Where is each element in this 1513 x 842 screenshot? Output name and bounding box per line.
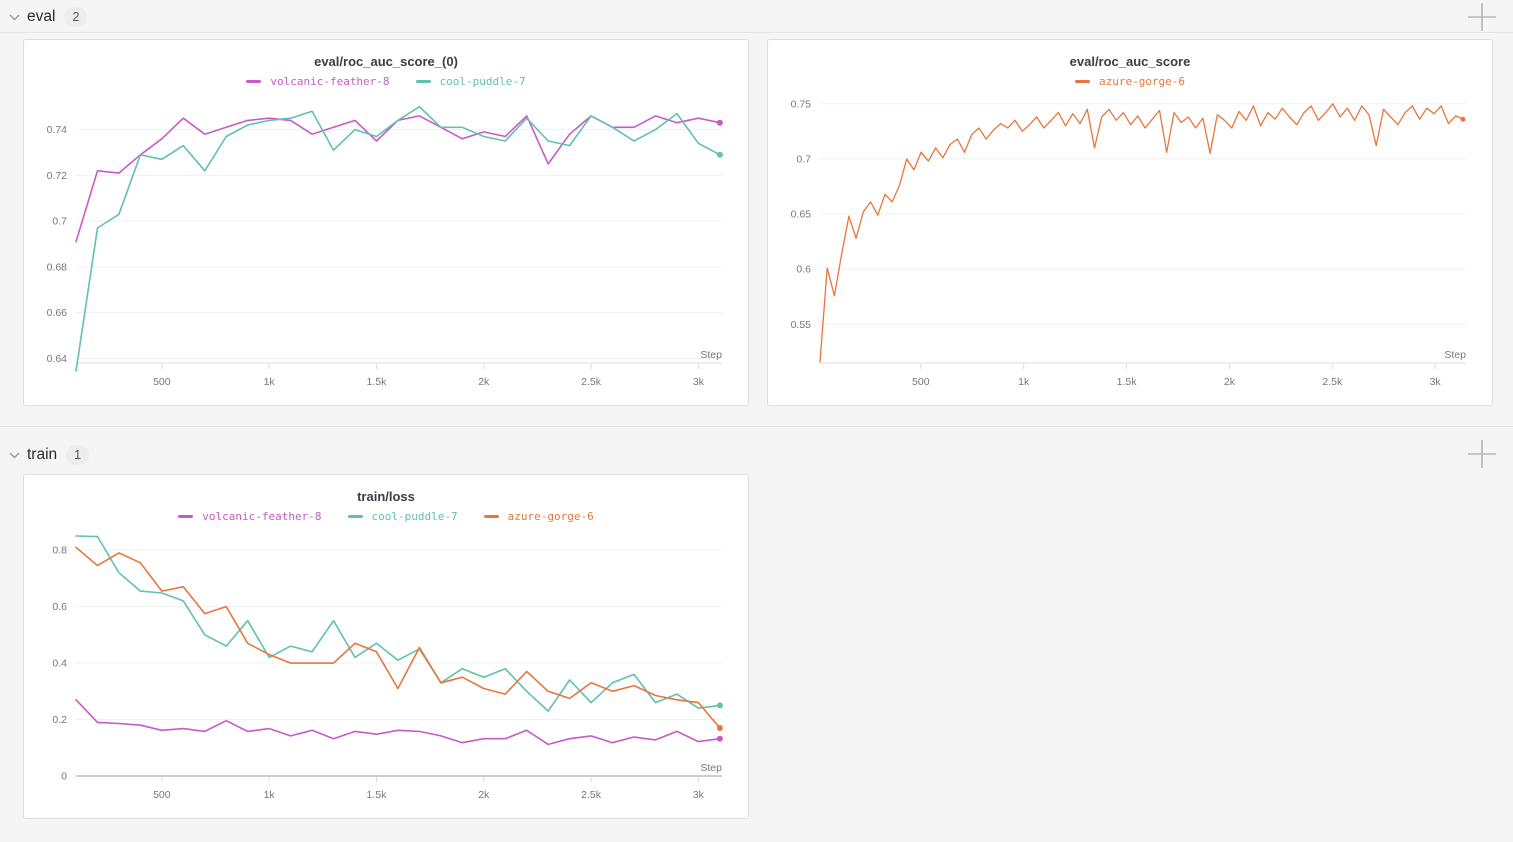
series-endpoint-cool-puddle-7 xyxy=(716,702,723,709)
chevron-down-icon[interactable] xyxy=(8,449,20,461)
chart-title: eval/roc_auc_score xyxy=(1069,54,1191,69)
y-tick-label: 0.4 xyxy=(52,658,67,670)
section-header-eval[interactable]: eval 2 xyxy=(0,0,1513,33)
x-tick-label: 1k xyxy=(1018,376,1030,388)
series-endpoint-azure-gorge-6 xyxy=(1460,116,1466,122)
chart-legend: volcanic-feather-8 cool-puddle-7 xyxy=(24,73,748,89)
legend-label: cool-puddle-7 xyxy=(439,74,526,88)
legend-dash-icon xyxy=(1074,79,1090,83)
legend-label: volcanic-feather-8 xyxy=(270,74,390,88)
chevron-down-icon[interactable] xyxy=(8,11,20,23)
series-endpoint-volcanic-feather-8 xyxy=(716,735,723,742)
y-tick-label: 0.66 xyxy=(47,307,68,319)
x-tick-label: 500 xyxy=(153,376,171,388)
line-chart[interactable]: 0 0.2 0.4 0.6 0.8 500 1k 1.5k 2k 2.5k 3k Step xyxy=(24,528,748,818)
legend-item-cool-puddle-7[interactable]: cool-puddle-7 xyxy=(415,74,526,88)
x-tick-label: 1.5k xyxy=(367,376,388,388)
chart-panel-train-loss[interactable]: train/loss volcanic-feather-8 cool-puddle… xyxy=(23,474,749,819)
x-tick-label: 1k xyxy=(264,376,276,388)
chart-legend: volcanic-feather-8 cool-puddle-7 azure-gor… xyxy=(24,508,748,524)
x-tick-label: 2k xyxy=(1224,376,1236,388)
x-axis-title: Step xyxy=(700,349,722,361)
legend-dash-icon xyxy=(483,514,499,518)
y-tick-label: 0.68 xyxy=(47,261,68,273)
y-tick-label: 0.6 xyxy=(796,264,811,276)
chart-title: train/loss xyxy=(357,489,415,504)
chart-panel-roc-auc-score[interactable]: eval/roc_auc_score azure-gorge-6 0.55 0.6… xyxy=(767,39,1493,406)
series-endpoint-azure-gorge-6 xyxy=(716,725,723,731)
y-tick-label: 0.2 xyxy=(52,714,67,726)
eval-panel-row: eval/roc_auc_score_(0) volcanic-feather-… xyxy=(0,33,1513,426)
y-tick-label: 0.64 xyxy=(47,353,68,365)
series-line-cool-puddle-7 xyxy=(75,535,721,712)
series-line-volcanic-feather-8 xyxy=(75,699,721,746)
y-tick-label: 0.6 xyxy=(52,601,67,613)
legend-item-volcanic-feather-8[interactable]: volcanic-feather-8 xyxy=(178,509,322,523)
y-tick-label: 0.72 xyxy=(47,170,68,182)
chart-panel-roc-auc-score-0[interactable]: eval/roc_auc_score_(0) volcanic-feather-… xyxy=(23,39,749,406)
panel-count-badge: 1 xyxy=(66,444,90,466)
x-tick-label: 1.5k xyxy=(1117,376,1138,388)
x-tick-label: 2k xyxy=(478,376,490,388)
x-tick-label: 500 xyxy=(912,376,930,388)
section-train: train 1 train/loss volcanic-feather-8 coo… xyxy=(0,426,1513,829)
legend-dash-icon xyxy=(415,79,431,83)
x-tick-label: 1k xyxy=(264,789,276,801)
legend-item-cool-puddle-7[interactable]: cool-puddle-7 xyxy=(347,509,458,523)
y-tick-label: 0.55 xyxy=(791,319,812,331)
x-tick-label: 2.5k xyxy=(1322,376,1343,388)
x-tick-label: 1.5k xyxy=(367,789,388,801)
series-line-azure-gorge-6 xyxy=(819,103,1464,363)
y-tick-label: 0 xyxy=(61,771,67,783)
y-tick-label: 0.7 xyxy=(52,216,67,228)
x-tick-label: 3k xyxy=(693,789,705,801)
section-header-train[interactable]: train 1 xyxy=(0,435,1513,473)
legend-label: azure-gorge-6 xyxy=(507,509,594,523)
line-chart[interactable]: 0.55 0.6 0.65 0.7 0.75 500 1k 1.5k 2k 2.5k 3k Step xyxy=(768,93,1492,405)
legend-item-volcanic-feather-8[interactable]: volcanic-feather-8 xyxy=(246,74,390,88)
legend-dash-icon xyxy=(347,514,363,518)
legend-label: azure-gorge-6 xyxy=(1098,74,1186,88)
y-tick-label: 0.75 xyxy=(791,98,812,110)
y-tick-label: 0.7 xyxy=(796,153,811,165)
x-tick-label: 500 xyxy=(153,789,171,801)
chart-legend: azure-gorge-6 xyxy=(768,73,1492,89)
x-tick-label: 2.5k xyxy=(581,789,602,801)
x-tick-label: 3k xyxy=(1430,376,1442,388)
legend-label: volcanic-feather-8 xyxy=(202,509,322,523)
y-tick-label: 0.8 xyxy=(52,545,67,557)
legend-label: cool-puddle-7 xyxy=(371,509,458,523)
section-title: train xyxy=(27,446,58,463)
section-title: eval xyxy=(27,8,56,25)
section-eval: eval 2 eval/roc_auc_score_(0) volcanic-f… xyxy=(0,0,1513,426)
series-line-azure-gorge-6 xyxy=(75,546,721,729)
line-chart[interactable]: 0.64 0.66 0.68 0.7 0.72 0.74 500 1k 1.5k 2k 2.5k 3k… xyxy=(24,93,748,405)
add-panel-button[interactable] xyxy=(1465,1,1499,33)
panel-count-badge: 2 xyxy=(64,6,88,28)
x-axis-title: Step xyxy=(700,762,722,774)
add-panel-button[interactable] xyxy=(1465,438,1499,470)
train-panel-row: train/loss volcanic-feather-8 cool-puddle… xyxy=(0,473,1513,829)
legend-item-azure-gorge-6[interactable]: azure-gorge-6 xyxy=(1074,74,1186,88)
chart-title: eval/roc_auc_score_(0) xyxy=(314,54,458,69)
legend-dash-icon xyxy=(178,514,194,518)
y-tick-label: 0.74 xyxy=(47,124,68,136)
series-endpoint-cool-puddle-7 xyxy=(716,151,723,158)
x-tick-label: 3k xyxy=(693,376,705,388)
y-tick-label: 0.65 xyxy=(791,209,812,221)
legend-item-azure-gorge-6[interactable]: azure-gorge-6 xyxy=(483,509,594,523)
x-axis-title: Step xyxy=(1444,349,1466,361)
series-endpoint-volcanic-feather-8 xyxy=(716,119,723,126)
series-line-cool-puddle-7 xyxy=(75,105,721,372)
legend-dash-icon xyxy=(246,79,262,83)
x-tick-label: 2k xyxy=(478,789,490,801)
x-tick-label: 2.5k xyxy=(581,376,602,388)
